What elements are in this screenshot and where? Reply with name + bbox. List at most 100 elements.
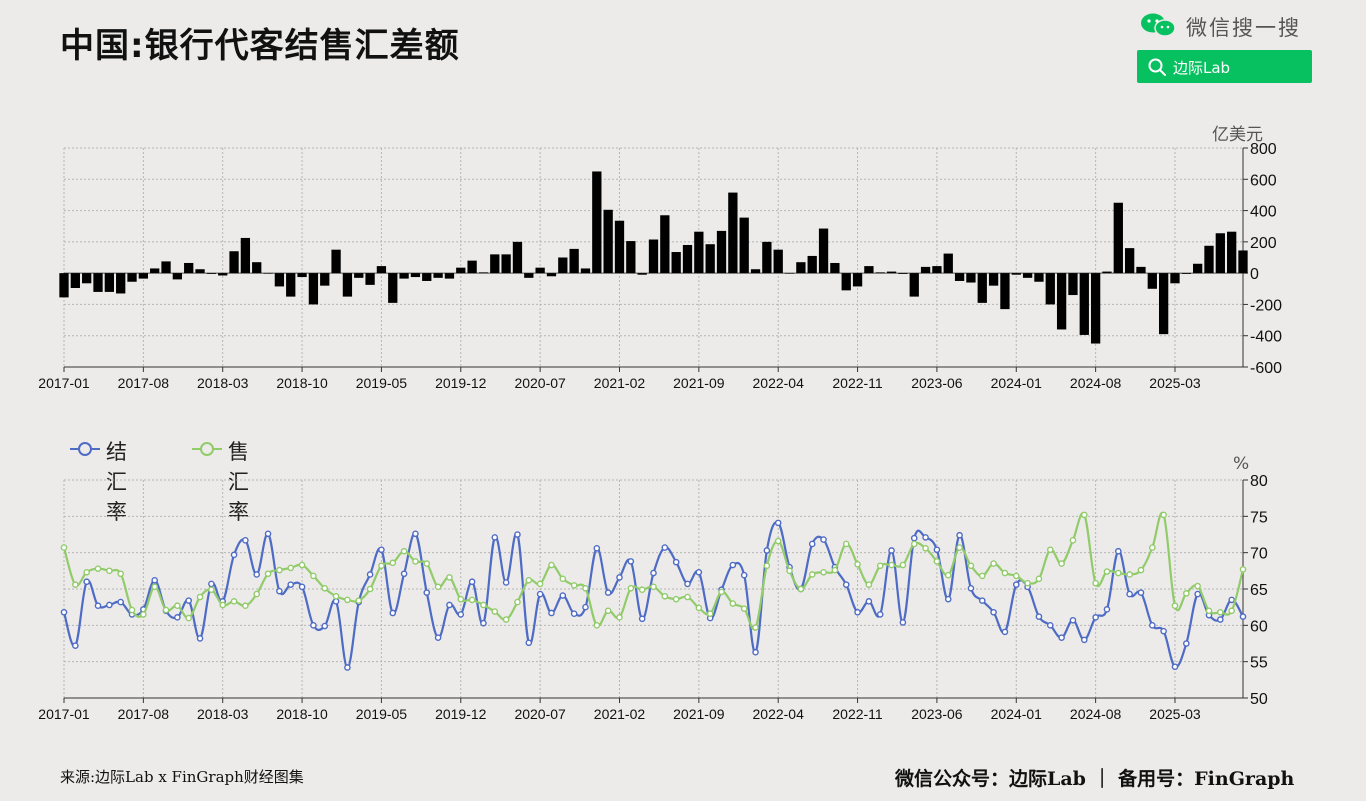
series-point-jiehui <box>990 608 997 616</box>
bar <box>682 244 693 274</box>
page-title: 中国:银行代客结售汇差额 <box>60 26 460 66</box>
series-point-shouhui <box>321 584 329 592</box>
series-point-jiehui <box>412 530 419 538</box>
bar-chart-x-tick-label: 2021-09 <box>673 375 725 391</box>
bar <box>841 273 851 291</box>
series-point-shouhui <box>423 560 431 567</box>
line-chart-x-tick-label: 2024-08 <box>1070 706 1122 722</box>
series-point-jiehui <box>366 571 374 578</box>
series-point-jiehui <box>740 571 748 579</box>
bar <box>342 273 353 297</box>
bar <box>263 273 273 274</box>
series-point-jiehui <box>525 639 533 647</box>
bar-chart-x-tick-label: 2018-10 <box>276 375 328 391</box>
series-point-jiehui <box>1126 590 1133 598</box>
line-chart-y-tick-label: 60 <box>1250 618 1268 635</box>
bar <box>433 273 443 278</box>
line-chart-x-tick-label: 2024-01 <box>991 706 1043 722</box>
bar <box>444 273 455 279</box>
series-point-jiehui <box>287 581 295 588</box>
bar <box>70 273 80 289</box>
bar <box>59 273 69 298</box>
legend-label-shouhui: 售汇率 <box>228 440 249 524</box>
bar-chart-x-tick-label: 2018-03 <box>197 375 249 391</box>
series-point-jiehui <box>60 608 68 616</box>
series-point-jiehui <box>83 578 90 586</box>
series-point-jiehui <box>378 546 385 554</box>
series-point-shouhui <box>60 544 68 551</box>
series-point-jiehui <box>72 642 79 649</box>
series-point-shouhui <box>400 547 408 555</box>
bar <box>365 273 375 285</box>
bar <box>252 262 262 274</box>
bar <box>240 237 251 274</box>
bar <box>1193 263 1203 274</box>
series-point-shouhui <box>638 586 646 594</box>
bar <box>580 268 591 274</box>
series-point-jiehui <box>944 595 952 603</box>
series-point-jiehui <box>1137 589 1145 596</box>
series-point-shouhui <box>196 593 204 601</box>
bar <box>388 273 398 303</box>
series-point-shouhui <box>570 582 578 589</box>
series-point-jiehui <box>1114 547 1122 555</box>
bar <box>796 262 806 274</box>
bar <box>354 273 364 278</box>
series-point-shouhui <box>865 581 873 588</box>
bar-chart-x-tick-label: 2025-03 <box>1149 375 1201 391</box>
series-point-jiehui <box>491 534 499 541</box>
series-point-shouhui <box>378 562 385 570</box>
series-point-shouhui <box>287 564 295 572</box>
series-point-jiehui <box>446 601 453 609</box>
bar <box>694 231 704 274</box>
bar <box>297 273 307 278</box>
bar-chart-y-tick-label: -400 <box>1250 329 1282 346</box>
series-point-jiehui <box>536 590 544 598</box>
bar <box>1113 202 1123 274</box>
bar <box>739 217 749 274</box>
series-point-shouhui <box>480 601 487 609</box>
series-point-shouhui <box>128 606 136 614</box>
bar-chart-x-tick-label: 2019-05 <box>356 375 408 391</box>
series-point-shouhui <box>140 611 147 618</box>
series-point-shouhui <box>1205 607 1213 615</box>
series-point-shouhui <box>593 622 601 629</box>
series-point-jiehui <box>548 609 555 617</box>
series-point-jiehui <box>321 622 329 630</box>
bar-chart-unit: 亿美元 <box>1212 125 1263 145</box>
bar <box>784 273 795 274</box>
bar <box>614 220 625 274</box>
series-point-shouhui <box>1069 537 1077 544</box>
series-point-shouhui <box>990 560 997 567</box>
series-point-jiehui <box>196 635 204 642</box>
series-point-shouhui <box>389 559 397 567</box>
bar <box>830 262 840 274</box>
bar <box>977 273 987 303</box>
series-point-jiehui <box>434 634 442 641</box>
line-chart-x-tick-label: 2018-10 <box>276 706 328 722</box>
series-point-jiehui <box>1228 596 1235 604</box>
series-point-shouhui <box>1239 566 1247 573</box>
bar-chart-y-tick-label: 200 <box>1250 235 1277 252</box>
series-point-jiehui <box>185 597 193 604</box>
wechat-icon <box>1141 13 1176 37</box>
legend-label-jiehui: 结汇率 <box>106 440 127 524</box>
line-chart-x-tick-label: 2020-07 <box>514 706 566 722</box>
bar-chart-y-tick-label: 400 <box>1250 204 1277 221</box>
series-point-shouhui <box>650 583 657 591</box>
series-point-shouhui <box>355 597 363 604</box>
series-point-shouhui <box>174 602 181 610</box>
series-point-shouhui <box>1217 608 1224 616</box>
bar <box>1090 273 1101 344</box>
line-chart-x-tick-label: 2022-04 <box>753 706 805 722</box>
series-point-shouhui <box>876 562 884 570</box>
search-box[interactable]: 边际Lab <box>1137 50 1312 83</box>
bar <box>920 266 931 274</box>
series-point-jiehui <box>888 547 895 554</box>
series-point-jiehui <box>604 589 612 596</box>
bar-chart-y-tick-label: 0 <box>1250 266 1259 283</box>
series-point-shouhui <box>310 572 317 580</box>
series-point-jiehui <box>1001 628 1009 636</box>
series-point-shouhui <box>242 602 249 610</box>
bar-chart-y-tick-label: -600 <box>1250 360 1282 377</box>
